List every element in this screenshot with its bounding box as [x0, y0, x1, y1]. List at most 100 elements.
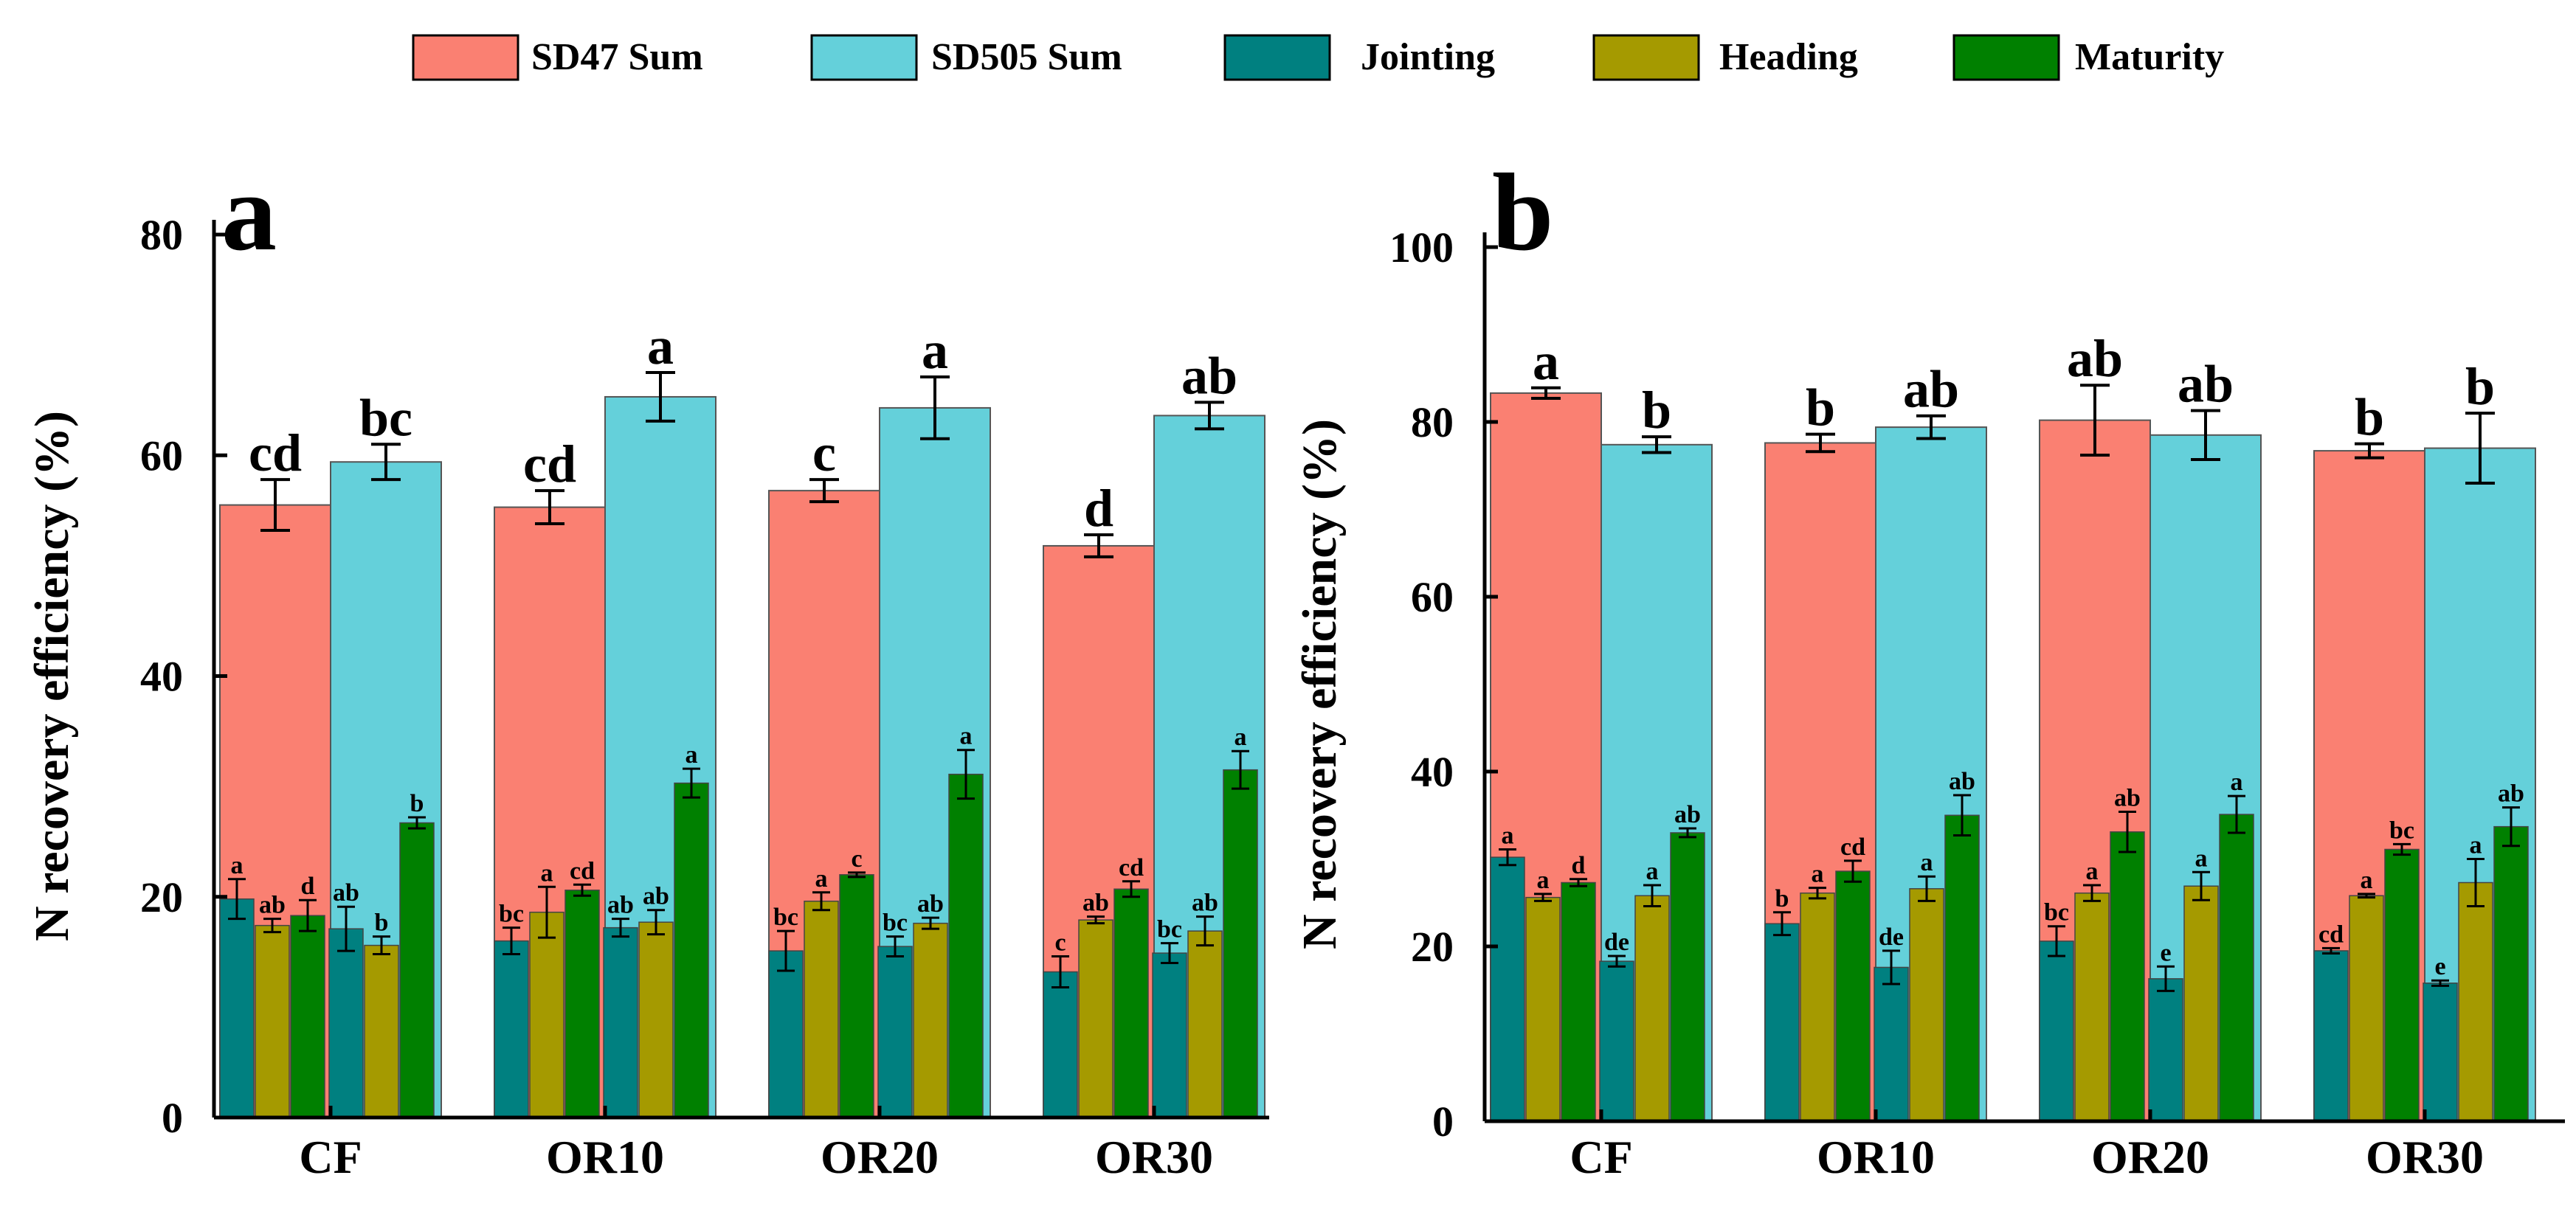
error-bar-sd505-heading — [373, 935, 390, 956]
error-bar-sd505-maturity — [683, 767, 700, 799]
error-bar-sd47-heading — [812, 891, 830, 912]
bar-sd505-heading — [913, 922, 948, 1118]
legend-label-sd505-sum: SD505 Sum — [931, 36, 1122, 78]
sum-letter-sd505: b — [2465, 357, 2495, 416]
bar-sd505-jointing — [603, 926, 638, 1118]
stage-letter-sd47-maturity: cd — [1119, 854, 1144, 881]
bar-sd47-heading — [1800, 892, 1835, 1122]
error-bar-sd505-jointing — [612, 918, 629, 938]
error-bar-sd505-sum — [646, 371, 675, 423]
stage-letter-sd505-heading: ab — [643, 883, 669, 910]
stage-letter-sd47-heading: a — [815, 865, 828, 893]
sum-letter-sd505: bc — [359, 388, 412, 447]
sum-letter-sd47: c — [812, 423, 836, 482]
bar-sd505-jointing — [877, 946, 913, 1118]
error-bar-sd505-sum — [1642, 435, 1671, 454]
error-bar-sd505-jointing — [2431, 979, 2449, 987]
stage-letter-sd47-heading: a — [541, 859, 553, 887]
y-tick-label: 40 — [140, 653, 183, 701]
bar-sd47-jointing — [1490, 856, 1525, 1122]
error-bar-sd505-maturity — [1679, 827, 1696, 839]
y-tick-label: 60 — [1411, 573, 1454, 621]
error-bar-sd47-heading — [1809, 887, 1826, 900]
bar-sd505-maturity — [1223, 769, 1258, 1118]
error-bar-sd47-heading — [2358, 893, 2375, 899]
legend-label-maturity: Maturity — [2075, 36, 2224, 78]
error-bar-sd505-maturity — [2502, 806, 2520, 848]
error-bar-sd47-heading — [1087, 915, 1105, 925]
bar-sd505-maturity — [674, 782, 709, 1118]
error-bar-sd505-jointing — [1161, 942, 1178, 965]
error-bar-sd47-jointing — [1499, 848, 1516, 867]
bar-sd47-jointing — [1764, 923, 1800, 1122]
stage-letter-sd505-jointing: e — [2160, 939, 2171, 966]
stage-letter-sd505-maturity: ab — [2498, 780, 2524, 808]
stage-letter-sd505-maturity: ab — [1949, 768, 1975, 795]
error-bar-sd47-jointing — [2048, 925, 2065, 957]
stage-letter-sd47-jointing: cd — [2318, 921, 2344, 948]
error-bar-sd505-maturity — [408, 816, 426, 830]
y-tick-label: 0 — [162, 1094, 183, 1142]
error-bar-sd505-sum — [1195, 401, 1224, 431]
stage-letter-sd505-heading: ab — [917, 890, 944, 918]
error-bar-sd47-jointing — [2322, 946, 2340, 955]
legend-label-sd47-sum: SD47 Sum — [531, 36, 703, 78]
stage-letter-sd47-maturity: cd — [570, 857, 595, 884]
sum-letter-sd47: b — [2355, 388, 2384, 447]
legend-swatch-maturity — [1952, 34, 2060, 81]
axes — [1482, 232, 2565, 1123]
error-bar-sd47-sum — [2355, 442, 2384, 460]
stage-letter-sd47-maturity: bc — [2389, 817, 2414, 844]
stage-letter-sd47-heading: ab — [1082, 890, 1109, 917]
error-bar-sd47-maturity — [573, 883, 591, 897]
stage-letter-sd47-jointing: b — [1775, 885, 1789, 912]
y-axis-label: N recovery efficiency (%) — [25, 411, 79, 941]
bar-sd47-jointing — [494, 940, 529, 1118]
error-bar-sd47-jointing — [228, 878, 246, 921]
bar-sd47-maturity — [1835, 870, 1871, 1122]
error-bar-sd47-sum — [1806, 432, 1835, 454]
bar-sd505-jointing — [1874, 966, 1909, 1122]
bar-sd505-heading — [364, 944, 399, 1118]
error-bar-sd505-jointing — [1608, 955, 1626, 968]
axes — [212, 220, 1269, 1120]
y-tick-label: 20 — [1411, 923, 1454, 971]
stage-letter-sd47-heading: a — [1537, 867, 1550, 894]
stage-letter-sd505-jointing: bc — [1157, 916, 1182, 943]
error-bar-sd505-jointing — [1882, 949, 1900, 985]
stage-letter-sd505-maturity: a — [2231, 769, 2243, 796]
sum-letter-sd47: d — [1084, 479, 1113, 538]
panel-label: a — [221, 151, 277, 274]
x-tick-label-or30: OR30 — [2366, 1131, 2484, 1183]
bar-sd505-maturity — [948, 773, 984, 1118]
error-bar-sd47-maturity — [2119, 811, 2136, 853]
sum-letter-sd47: cd — [523, 434, 576, 493]
bar-sd47-jointing — [219, 898, 255, 1118]
error-bar-sd47-maturity — [1570, 878, 1587, 887]
sum-letter-sd47: b — [1806, 378, 1835, 437]
bar-sd47-jointing — [2313, 950, 2349, 1122]
bar-sd47-jointing — [1043, 971, 1078, 1118]
bar-sd47-maturity — [564, 890, 600, 1118]
bar-sd505-jointing — [1152, 952, 1187, 1118]
error-bar-sd505-sum — [2191, 409, 2220, 461]
sum-letter-sd505: a — [647, 316, 674, 375]
bar-sd47-heading — [804, 900, 839, 1118]
bar-sd47-heading — [2349, 895, 2384, 1122]
stage-letter-sd47-heading: a — [1812, 861, 1824, 888]
legend: SD47 Sum SD505 Sum Jointing Heading Maturity — [412, 34, 2224, 81]
sum-letter-sd47: cd — [249, 423, 302, 482]
bar-sd47-jointing — [2039, 940, 2074, 1122]
error-bar-sd47-maturity — [1122, 880, 1140, 898]
sum-letter-sd505: b — [1642, 381, 1671, 440]
bar-sd505-heading — [1187, 930, 1223, 1118]
error-bar-sd47-maturity — [1844, 859, 1862, 883]
sum-letter-sd47: a — [1533, 332, 1559, 391]
error-bar-sd47-heading — [1534, 893, 1552, 902]
bar-sd505-jointing — [2423, 983, 2458, 1122]
